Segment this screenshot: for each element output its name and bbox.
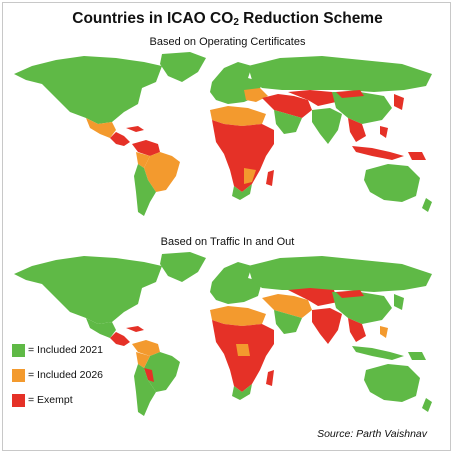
southeast-asia bbox=[348, 318, 366, 342]
papua bbox=[408, 352, 426, 360]
map-2-subtitle: Based on Traffic In and Out bbox=[160, 236, 295, 248]
title-suffix: Reduction Scheme bbox=[238, 10, 383, 27]
legend-label-included-2026: = Included 2026 bbox=[28, 369, 104, 381]
russia bbox=[248, 256, 432, 292]
south-asia bbox=[312, 308, 342, 344]
eastern-europe bbox=[244, 88, 268, 102]
indonesia bbox=[352, 346, 404, 360]
brazil bbox=[144, 152, 180, 192]
caribbean bbox=[126, 326, 144, 332]
legend-swatch-included-2026 bbox=[12, 369, 25, 382]
mexico bbox=[86, 118, 116, 138]
indonesia bbox=[352, 146, 404, 160]
south-africa bbox=[232, 184, 252, 200]
middle-east bbox=[262, 294, 312, 318]
andes bbox=[136, 352, 150, 368]
south-africa bbox=[232, 384, 252, 400]
philippines bbox=[380, 126, 388, 138]
middle-east bbox=[262, 94, 312, 118]
southern-cone bbox=[134, 364, 156, 416]
papua bbox=[408, 152, 426, 160]
greenland bbox=[160, 252, 206, 282]
greenland bbox=[160, 52, 206, 82]
title-subscript: 2 bbox=[233, 17, 239, 28]
china bbox=[332, 92, 392, 124]
central-america bbox=[110, 132, 130, 146]
map-operating-certificates bbox=[12, 52, 440, 222]
arabia bbox=[274, 110, 302, 134]
europe bbox=[210, 262, 262, 304]
legend-swatch-exempt bbox=[12, 394, 25, 407]
australia bbox=[364, 364, 420, 402]
title-main: Countries in ICAO CO bbox=[72, 10, 234, 27]
world-map-2 bbox=[14, 252, 432, 416]
africa-included-2026 bbox=[244, 168, 256, 184]
brazil bbox=[144, 352, 180, 392]
southern-cone bbox=[134, 164, 156, 216]
north-africa bbox=[210, 306, 266, 326]
southeast-asia bbox=[348, 118, 366, 142]
new-zealand bbox=[422, 198, 432, 212]
russia bbox=[248, 56, 432, 92]
madagascar bbox=[266, 370, 274, 386]
sub-saharan-africa bbox=[212, 120, 274, 192]
legend-label-exempt: = Exempt bbox=[28, 394, 73, 406]
china bbox=[332, 292, 392, 324]
mongolia bbox=[336, 290, 364, 298]
map-1-subtitle: Based on Operating Certificates bbox=[149, 36, 306, 48]
caribbean bbox=[126, 126, 144, 132]
new-zealand bbox=[422, 398, 432, 412]
madagascar bbox=[266, 170, 274, 186]
north-africa bbox=[210, 106, 266, 126]
central-asia bbox=[288, 288, 338, 306]
central-america bbox=[110, 332, 130, 346]
arabia bbox=[274, 310, 302, 334]
bolivia-paraguay bbox=[144, 368, 154, 382]
south-america-north bbox=[132, 340, 160, 356]
world-map-1 bbox=[14, 52, 432, 216]
legend-swatch-included-2021 bbox=[12, 344, 25, 357]
japan-korea bbox=[394, 294, 404, 310]
africa-included-2026 bbox=[236, 344, 250, 356]
north-america bbox=[14, 56, 162, 124]
japan-korea bbox=[394, 94, 404, 110]
legend-label-included-2021: = Included 2021 bbox=[28, 344, 104, 356]
mongolia bbox=[336, 90, 364, 98]
mexico bbox=[86, 318, 116, 338]
chart-title: Countries in ICAO CO2 Reduction Scheme bbox=[0, 10, 455, 28]
north-america bbox=[14, 256, 162, 324]
philippines bbox=[380, 326, 388, 338]
south-america-north bbox=[132, 140, 160, 156]
central-asia bbox=[288, 90, 336, 106]
australia bbox=[364, 164, 420, 202]
andes bbox=[136, 152, 150, 168]
map-traffic-in-out bbox=[12, 252, 440, 422]
south-asia bbox=[312, 108, 342, 144]
source-credit: Source: Parth Vaishnav bbox=[317, 428, 427, 440]
